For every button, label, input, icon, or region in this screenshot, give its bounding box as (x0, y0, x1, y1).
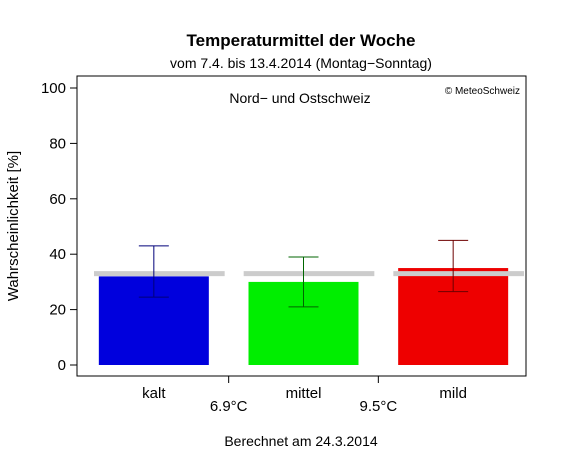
y-tick-label: 100 (41, 80, 66, 97)
x-category-label: mild (439, 385, 467, 402)
y-tick-label: 40 (49, 246, 66, 263)
y-tick-label: 0 (58, 357, 66, 374)
plot-frame (76, 75, 527, 377)
plot-area: 0 20 40 60 80 100 kalt mittel mild 6.9°C 9.5°C (41, 75, 527, 415)
threshold-label: 9.5°C (359, 398, 397, 415)
copyright-label: © MeteoSchweiz (445, 86, 520, 97)
chart-title: Temperaturmittel der Woche (187, 31, 416, 50)
x-category-label: mittel (286, 385, 322, 402)
y-axis-label: Wahrscheinlichkeit [%] (5, 151, 22, 301)
chart-subtitle: vom 7.4. bis 13.4.2014 (Montag−Sonntag) (170, 55, 432, 71)
threshold-label: 6.9°C (210, 398, 248, 415)
y-tick-label: 60 (49, 191, 66, 208)
region-label: Nord− und Ostschweiz (229, 90, 370, 106)
x-category-label: kalt (142, 385, 166, 402)
y-tick-label: 80 (49, 135, 66, 152)
footer-note: Berechnet am 24.3.2014 (224, 433, 378, 449)
y-tick-label: 20 (49, 302, 66, 319)
